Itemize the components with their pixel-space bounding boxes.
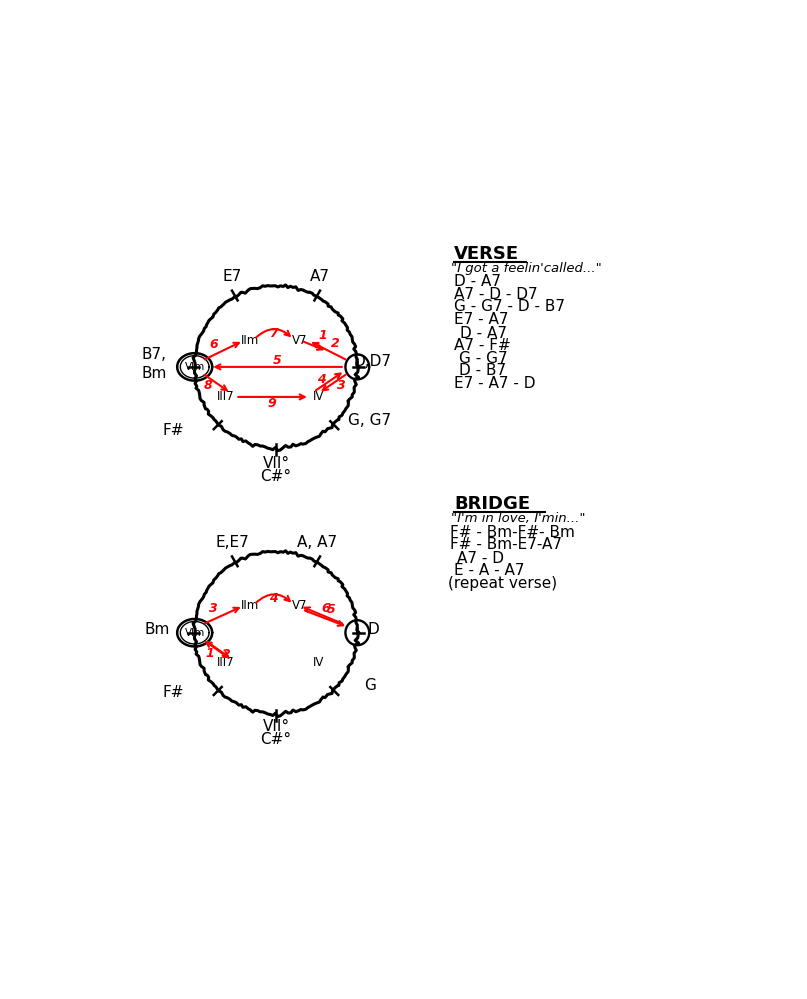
Text: 1: 1 bbox=[319, 329, 328, 342]
Text: "I'm in love, I'min...": "I'm in love, I'min..." bbox=[451, 511, 586, 524]
Text: 8: 8 bbox=[204, 380, 213, 393]
Text: VIm: VIm bbox=[185, 362, 205, 372]
Text: 6: 6 bbox=[322, 601, 330, 614]
Text: F# - Bm-F#- Bm: F# - Bm-F#- Bm bbox=[449, 524, 575, 539]
Text: G - G7 - D - B7: G - G7 - D - B7 bbox=[454, 300, 565, 315]
Text: I: I bbox=[355, 360, 359, 374]
Text: C#°: C#° bbox=[261, 469, 291, 484]
Text: III7: III7 bbox=[217, 391, 235, 404]
Text: G: G bbox=[364, 678, 376, 693]
Text: E7 - A7: E7 - A7 bbox=[454, 312, 508, 327]
Text: Bm: Bm bbox=[141, 366, 167, 381]
Text: E - A - A7: E - A - A7 bbox=[454, 563, 525, 578]
Text: IIm: IIm bbox=[240, 334, 259, 347]
Text: V7: V7 bbox=[292, 334, 307, 347]
Text: 9: 9 bbox=[268, 397, 277, 410]
Text: 1: 1 bbox=[206, 646, 215, 660]
Text: (repeat verse): (repeat verse) bbox=[448, 575, 557, 590]
Text: A7 - D - D7: A7 - D - D7 bbox=[454, 287, 537, 302]
Text: C#°: C#° bbox=[261, 731, 291, 746]
Text: B7,: B7, bbox=[141, 347, 166, 362]
Text: IV: IV bbox=[313, 655, 324, 668]
Text: D,D7: D,D7 bbox=[354, 355, 392, 370]
Text: Bm: Bm bbox=[144, 622, 169, 637]
Text: G, G7: G, G7 bbox=[349, 413, 391, 428]
Text: 4: 4 bbox=[316, 373, 325, 386]
Text: A7 - D: A7 - D bbox=[458, 550, 504, 565]
Text: F#: F# bbox=[162, 684, 183, 699]
Text: VERSE: VERSE bbox=[454, 246, 520, 264]
Text: I: I bbox=[355, 625, 359, 639]
Text: 7: 7 bbox=[269, 327, 278, 340]
Text: VIm: VIm bbox=[185, 627, 205, 637]
Text: A7: A7 bbox=[310, 269, 330, 284]
Text: "I got a feelin'called...": "I got a feelin'called..." bbox=[451, 262, 602, 275]
Text: 3: 3 bbox=[337, 380, 346, 393]
Text: 5: 5 bbox=[273, 355, 282, 368]
Text: A, A7: A, A7 bbox=[297, 534, 337, 549]
Text: 2: 2 bbox=[331, 337, 340, 350]
Text: VII°: VII° bbox=[262, 457, 290, 472]
Text: E7: E7 bbox=[223, 269, 242, 284]
Text: F#: F# bbox=[162, 424, 183, 439]
Text: D - A7: D - A7 bbox=[454, 275, 501, 290]
Text: D - A7: D - A7 bbox=[461, 326, 508, 341]
Text: 4: 4 bbox=[269, 591, 278, 604]
Text: III7: III7 bbox=[217, 655, 235, 668]
Text: E,E7: E,E7 bbox=[215, 534, 249, 549]
Text: 6: 6 bbox=[209, 338, 218, 351]
Text: 3: 3 bbox=[209, 601, 218, 614]
Text: A7 - F#: A7 - F# bbox=[454, 338, 511, 353]
Text: D: D bbox=[367, 622, 378, 637]
Text: VII°: VII° bbox=[262, 719, 290, 734]
Text: E7 - A7 - D: E7 - A7 - D bbox=[454, 376, 536, 391]
Text: V7: V7 bbox=[292, 599, 307, 612]
Text: IIm: IIm bbox=[240, 599, 259, 612]
Text: BRIDGE: BRIDGE bbox=[454, 496, 530, 513]
Text: IV: IV bbox=[313, 391, 324, 404]
Text: F# - Bm-E7-A7: F# - Bm-E7-A7 bbox=[449, 537, 562, 552]
Text: G - G7: G - G7 bbox=[458, 351, 508, 366]
Text: D - B7: D - B7 bbox=[458, 364, 506, 379]
Text: 2: 2 bbox=[222, 648, 230, 661]
Text: 5: 5 bbox=[327, 603, 336, 616]
